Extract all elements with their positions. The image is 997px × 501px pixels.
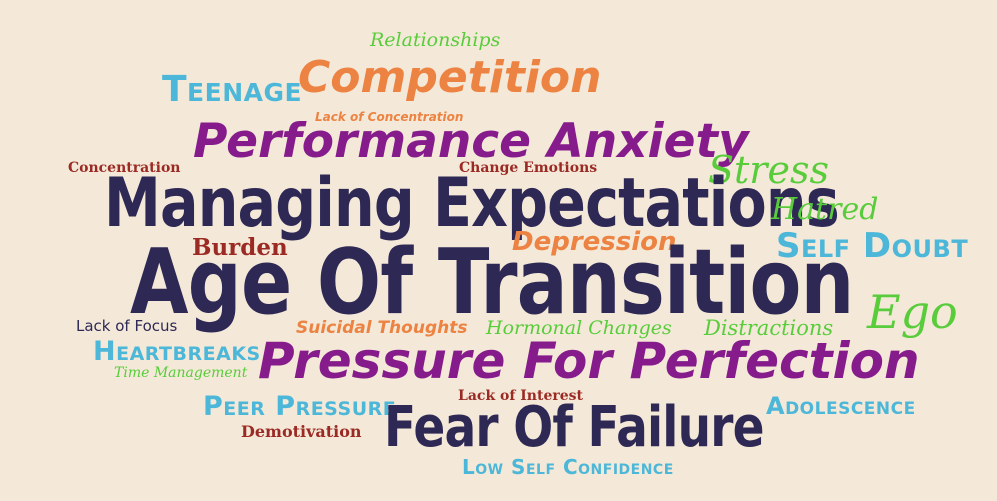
word-pressure-for-perfection: Pressure For Perfection [258, 332, 920, 390]
word-time-management: Time Management [114, 365, 248, 381]
word-low-self-confidence: Low Self Confidence [462, 455, 674, 479]
word-suicidal-thoughts: Suicidal Thoughts [296, 318, 468, 338]
word-hormonal-changes: Hormonal Changes [486, 317, 672, 339]
word-depression: Depression [512, 227, 677, 257]
word-performance-anxiety: Performance Anxiety [193, 114, 749, 169]
word-change-emotions: Change Emotions [459, 160, 598, 176]
word-lack-of-concentration: Lack of Concentration [315, 110, 464, 124]
word-concentration: Concentration [68, 160, 181, 176]
word-distractions: Distractions [704, 316, 834, 340]
word-self-doubt: Self Doubt [776, 226, 969, 266]
word-lack-of-focus: Lack of Focus [76, 317, 178, 335]
word-ego: Ego [867, 285, 958, 339]
word-peer-pressure: Peer Pressure [203, 391, 397, 422]
word-lack-of-interest: Lack of Interest [458, 388, 583, 404]
word-heartbreaks: Heartbreaks [93, 336, 261, 367]
word-stress: Stress [708, 148, 829, 192]
word-relationships: Relationships [370, 29, 501, 51]
word-burden: Burden [192, 234, 288, 261]
word-fear-of-failure: Fear Of Failure [384, 395, 764, 460]
word-competition: Competition [298, 52, 602, 103]
word-demotivation: Demotivation [241, 422, 362, 441]
word-hatred: Hatred [771, 192, 879, 227]
word-managing-expectations: Managing Expectations [104, 164, 840, 243]
word-age-of-transition: Age Of Transition [130, 230, 854, 335]
word-adolescence: Adolescence [766, 392, 916, 420]
word-teenage: Teenage [162, 69, 303, 110]
